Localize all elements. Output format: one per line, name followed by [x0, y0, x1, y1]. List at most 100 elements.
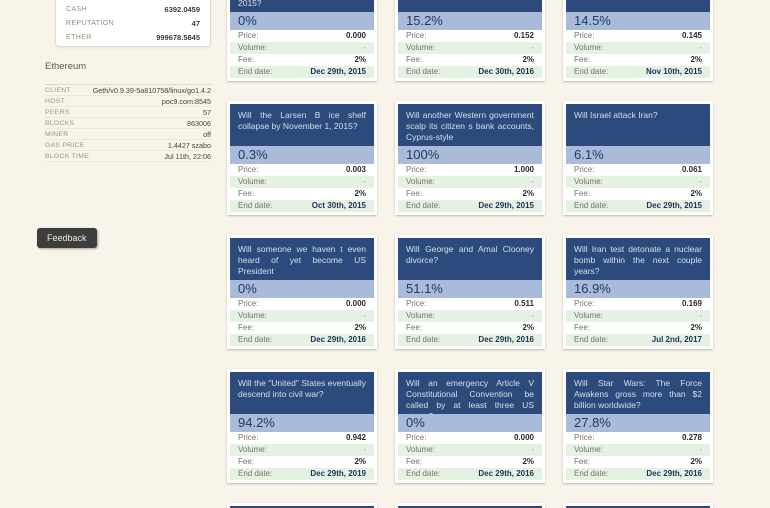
- end-date-row: End date: Dec 29th, 2015: [230, 66, 374, 78]
- price-label: Price:: [574, 31, 595, 40]
- market-question-header: [230, 506, 374, 508]
- account-row-reputation: REPUTATION 47: [66, 16, 200, 30]
- volume-row: Volume: -: [566, 42, 710, 54]
- market-question-header: Will Iran test detonate a nuclear bomb w…: [566, 238, 710, 280]
- market-probability: 16.9%: [566, 280, 710, 298]
- market-question-header: Will someone we haven t even heard of ye…: [230, 238, 374, 280]
- end-date-value: Dec 29th, 2016: [478, 335, 534, 344]
- market-card[interactable]: Will the Larsen B ice shelf collapse by …: [227, 101, 377, 215]
- cash-label: CASH: [66, 5, 88, 13]
- market-card[interactable]: Price: Volume: Fee: End date:: [563, 503, 713, 508]
- volume-label: Volume:: [238, 445, 267, 454]
- eth-row-blocks: BLOCKS 863006: [45, 118, 211, 129]
- client-label: CLIENT: [45, 86, 71, 94]
- volume-value: -: [531, 311, 534, 320]
- price-value: 0.942: [345, 433, 366, 442]
- end-date-value: Dec 29th, 2015: [310, 67, 366, 76]
- market-probability: 27.8%: [566, 414, 710, 432]
- volume-row: Volume: -: [566, 444, 710, 456]
- market-card[interactable]: Will an emergency Article V Constitution…: [395, 369, 545, 483]
- market-card[interactable]: Will Israel attack Iran? 6.1% Price: 0.0…: [563, 101, 713, 215]
- reputation-label: REPUTATION: [66, 19, 115, 27]
- market-card[interactable]: 15.2% Price: 0.152 Volume: - Fee: 2% End…: [395, 0, 545, 81]
- market-question-header: Will another Western government scalp it…: [398, 104, 542, 146]
- gas-price-label: GAS PRICE: [45, 141, 85, 149]
- fee-row: Fee: 2%: [230, 54, 374, 66]
- market-card[interactable]: Will another Western government scalp it…: [395, 101, 545, 215]
- fee-label: Fee:: [238, 323, 255, 332]
- market-card[interactable]: Price: Volume: Fee: End date:: [395, 503, 545, 508]
- volume-value: -: [699, 177, 702, 186]
- ethereum-status-table: CLIENT Geth/v0.9.39-5a810758/linux/go1.4…: [45, 84, 211, 162]
- market-question-text: Will someone we haven t even heard of ye…: [238, 244, 366, 276]
- price-value: 0.061: [681, 165, 702, 174]
- blocks-label: BLOCKS: [45, 119, 75, 127]
- host-label: HOST: [45, 97, 66, 105]
- market-card[interactable]: Will Star Wars: The Force Awakens gross …: [563, 369, 713, 483]
- price-row: Price: 1.000: [398, 164, 542, 176]
- fee-value: 2%: [522, 457, 534, 466]
- price-value: 0.003: [345, 165, 366, 174]
- market-card[interactable]: Will Iran test detonate a nuclear bomb w…: [563, 235, 713, 349]
- price-row: Price: 0.145: [566, 30, 710, 42]
- price-label: Price:: [574, 433, 595, 442]
- block-time-label: BLOCK TIME: [45, 152, 90, 160]
- fee-row: Fee: 2%: [230, 456, 374, 468]
- price-row: Price: 0.942: [230, 432, 374, 444]
- volume-row: Volume: -: [398, 310, 542, 322]
- end-date-value: Nov 10th, 2015: [645, 67, 702, 76]
- eth-row-client: CLIENT Geth/v0.9.39-5a810758/linux/go1.4…: [45, 85, 211, 96]
- price-value: 0.000: [345, 299, 366, 308]
- end-date-value: Jul 2nd, 2017: [651, 335, 702, 344]
- eth-row-peers: PEERS 57: [45, 107, 211, 118]
- end-date-label: End date:: [238, 469, 273, 478]
- fee-label: Fee:: [574, 55, 591, 64]
- market-probability: 14.5%: [566, 12, 710, 30]
- volume-value: -: [363, 43, 366, 52]
- volume-row: Volume: -: [230, 176, 374, 188]
- market-question-header: [398, 506, 542, 508]
- market-probability: 6.1%: [566, 146, 710, 164]
- end-date-value: Dec 29th, 2016: [646, 469, 702, 478]
- feedback-button[interactable]: Feedback: [37, 228, 97, 248]
- price-value: 0.278: [681, 433, 702, 442]
- ethereum-heading: Ethereum: [45, 61, 87, 72]
- market-card[interactable]: Will George and Amal Clooney divorce? 51…: [395, 235, 545, 349]
- block-time-value: Jul 11th, 22:06: [164, 151, 211, 161]
- volume-label: Volume:: [238, 177, 267, 186]
- fee-value: 2%: [522, 189, 534, 198]
- market-question-header: [398, 0, 542, 12]
- peers-value: 57: [203, 107, 211, 117]
- market-card[interactable]: Price: Volume: Fee: End date:: [227, 503, 377, 508]
- fee-value: 2%: [690, 55, 702, 64]
- fee-label: Fee:: [406, 55, 423, 64]
- end-date-row: End date: Jul 2nd, 2017: [566, 334, 710, 346]
- market-question-header: 2015?: [230, 0, 374, 12]
- volume-value: -: [531, 445, 534, 454]
- account-panel: CASH 6392.0459 REPUTATION 47 ETHER 99967…: [55, 0, 211, 47]
- market-card[interactable]: 2015? 0% Price: 0.000 Volume: - Fee: 2% …: [227, 0, 377, 81]
- end-date-label: End date:: [574, 67, 609, 76]
- end-date-row: End date: Dec 29th, 2015: [398, 200, 542, 212]
- fee-value: 2%: [522, 323, 534, 332]
- price-row: Price: 0.003: [230, 164, 374, 176]
- price-row: Price: 0.061: [566, 164, 710, 176]
- fee-label: Fee:: [406, 189, 423, 198]
- end-date-value: Dec 29th, 2015: [646, 201, 702, 210]
- end-date-row: End date: Oct 30th, 2015: [230, 200, 374, 212]
- peers-label: PEERS: [45, 108, 70, 116]
- ether-value: 999678.5845: [156, 32, 200, 42]
- market-card[interactable]: 14.5% Price: 0.145 Volume: - Fee: 2% End…: [563, 0, 713, 81]
- market-card[interactable]: Will someone we haven t even heard of ye…: [227, 235, 377, 349]
- fee-value: 2%: [690, 189, 702, 198]
- market-question-text: Will the "United" States eventually desc…: [238, 378, 366, 399]
- end-date-row: End date: Dec 29th, 2016: [230, 334, 374, 346]
- market-question-header: Will the Larsen B ice shelf collapse by …: [230, 104, 374, 146]
- eth-row-host: HOST poc9.com:8545: [45, 96, 211, 107]
- client-value: Geth/v0.9.39-5a810758/linux/go1.4.2: [92, 85, 211, 95]
- market-card[interactable]: Will the "United" States eventually desc…: [227, 369, 377, 483]
- end-date-row: End date: Nov 10th, 2015: [566, 66, 710, 78]
- volume-label: Volume:: [574, 177, 603, 186]
- fee-label: Fee:: [574, 189, 591, 198]
